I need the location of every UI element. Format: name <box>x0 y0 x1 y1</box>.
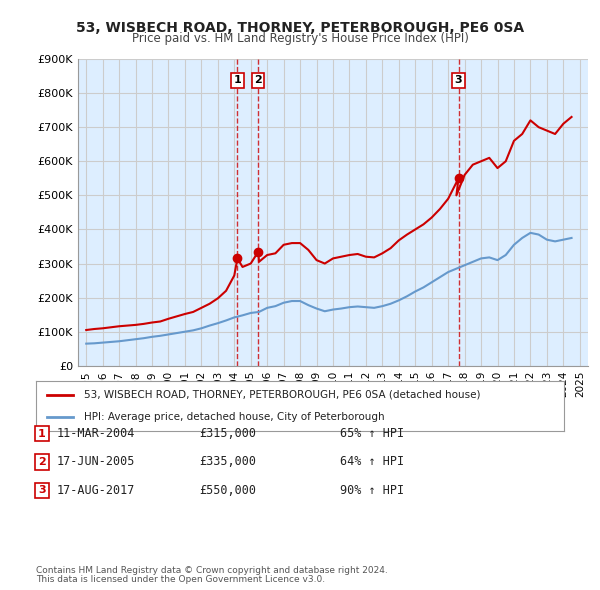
Text: 2: 2 <box>254 76 262 86</box>
Text: 3: 3 <box>455 76 463 86</box>
Text: £315,000: £315,000 <box>199 427 257 440</box>
Text: 17-JUN-2005: 17-JUN-2005 <box>57 455 135 468</box>
Text: £550,000: £550,000 <box>199 484 257 497</box>
Text: 53, WISBECH ROAD, THORNEY, PETERBOROUGH, PE6 0SA (detached house): 53, WISBECH ROAD, THORNEY, PETERBOROUGH,… <box>83 389 480 399</box>
Text: 65% ↑ HPI: 65% ↑ HPI <box>340 427 404 440</box>
Text: 11-MAR-2004: 11-MAR-2004 <box>57 427 135 440</box>
Text: This data is licensed under the Open Government Licence v3.0.: This data is licensed under the Open Gov… <box>36 575 325 584</box>
Text: 53, WISBECH ROAD, THORNEY, PETERBOROUGH, PE6 0SA: 53, WISBECH ROAD, THORNEY, PETERBOROUGH,… <box>76 21 524 35</box>
Text: 90% ↑ HPI: 90% ↑ HPI <box>340 484 404 497</box>
Text: 2: 2 <box>38 457 46 467</box>
Text: 64% ↑ HPI: 64% ↑ HPI <box>340 455 404 468</box>
Text: £335,000: £335,000 <box>199 455 257 468</box>
Text: 1: 1 <box>38 429 46 438</box>
Text: 3: 3 <box>38 486 46 495</box>
Text: 17-AUG-2017: 17-AUG-2017 <box>57 484 135 497</box>
Text: 1: 1 <box>233 76 241 86</box>
Text: Contains HM Land Registry data © Crown copyright and database right 2024.: Contains HM Land Registry data © Crown c… <box>36 566 388 575</box>
Text: HPI: Average price, detached house, City of Peterborough: HPI: Average price, detached house, City… <box>83 412 384 422</box>
Text: Price paid vs. HM Land Registry's House Price Index (HPI): Price paid vs. HM Land Registry's House … <box>131 32 469 45</box>
